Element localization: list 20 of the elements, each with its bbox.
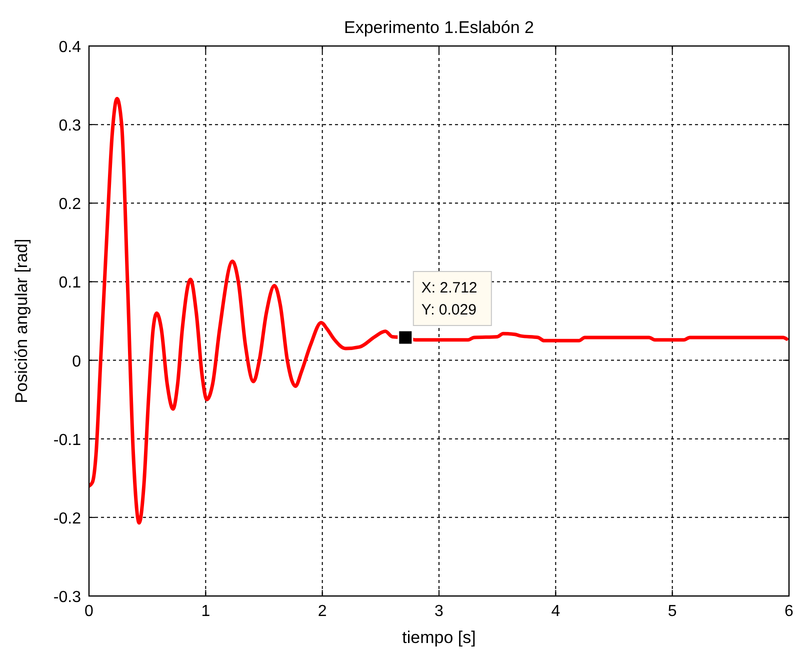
y-tick-label: 0.1 [58,274,82,292]
x-tick-label: 6 [784,603,794,620]
y-tick-label: -0.2 [53,510,82,528]
y-tick-label: 0 [72,353,82,370]
chart-title: Experimento 1.Eslabón 2 [344,18,534,37]
y-axis-title: Posición angular [rad] [12,238,31,404]
x-tick-label: 4 [551,603,560,620]
annotation: X: 2.712 Y: 0.029 [421,280,478,318]
x-axis-title: tiempo [s] [402,628,476,647]
x-tick-label: 3 [434,603,444,620]
line-series [89,96,788,525]
x-tick-label: 5 [668,603,677,620]
x-tick-label: 1 [201,603,210,620]
y-tick-label: 0.4 [58,39,82,56]
y-tick-label: -0.3 [53,589,82,606]
y-tick-label: 0.2 [58,196,82,214]
x-tick-label: 0 [84,603,94,620]
y-tick-label: 0.3 [58,118,82,135]
y-tick-label: -0.1 [53,432,82,449]
x-tick-label: 2 [318,603,327,620]
